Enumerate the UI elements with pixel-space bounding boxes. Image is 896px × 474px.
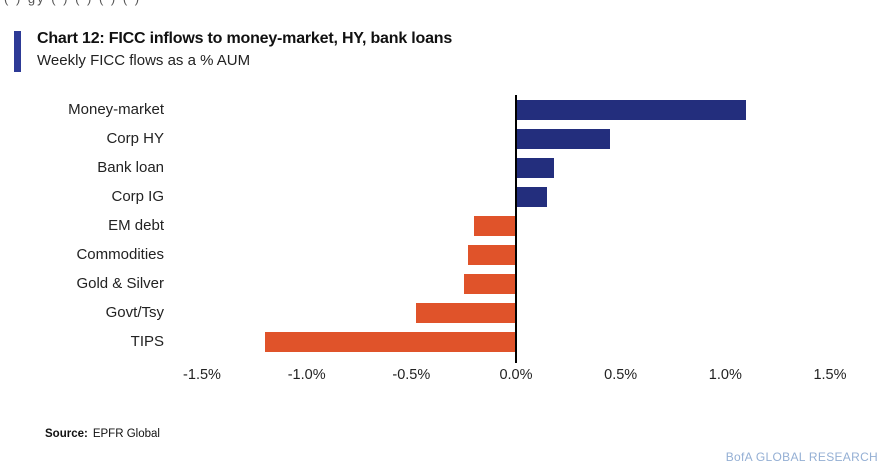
category-label-em-debt: EM debt	[108, 217, 164, 234]
x-tick-label-0-5-: 0.5%	[604, 367, 638, 383]
bar-corp-hy	[516, 128, 611, 149]
category-label-gold-silver: Gold & Silver	[76, 275, 164, 292]
category-label-money-market: Money-market	[68, 101, 164, 118]
source-label: Source:	[45, 428, 88, 440]
source-line: Source: EPFR Global	[45, 428, 160, 440]
bar-money-market	[516, 99, 747, 120]
bofa-branding: BofA GLOBAL RESEARCH	[725, 450, 878, 464]
bar-em-debt	[474, 215, 516, 236]
bar-chart-plot: Money-market Corp HY Bank loan Corp IG EM de…	[0, 95, 896, 395]
x-tick-label--1-5-: -1.5%	[183, 367, 221, 383]
bar-tips	[264, 331, 516, 352]
category-label-commodities: Commodities	[76, 246, 164, 263]
x-tick-label-1-0-: 1.0%	[708, 367, 742, 383]
x-tick-label-0-0-: 0.0%	[499, 367, 533, 383]
category-label-corp-hy: Corp HY	[106, 130, 164, 147]
x-tick-label--0-5-: -0.5%	[392, 367, 431, 383]
bar-gold-silver	[463, 273, 516, 294]
category-label-govt-tsy: Govt/Tsy	[105, 304, 164, 321]
category-label-tips: TIPS	[130, 333, 164, 350]
bar-bank-loan	[516, 157, 554, 178]
title-accent-bar	[14, 31, 21, 72]
bar-govt-tsy	[415, 302, 516, 323]
chart-subtitle: Weekly FICC flows as a % AUM	[37, 52, 251, 69]
cropped-text: ( ) gy ( ) ( ) ( ) ( )	[4, 0, 141, 6]
x-tick-label--1-0-: -1.0%	[287, 367, 326, 383]
bar-corp-ig	[516, 186, 548, 207]
category-label-bank-loan: Bank loan	[97, 159, 164, 176]
cropped-text-top: ( ) gy ( ) ( ) ( ) ( )	[0, 0, 896, 8]
source-value: EPFR Global	[92, 428, 160, 440]
x-tick-label-1-5-: 1.5%	[813, 367, 847, 383]
chart-title: Chart 12: FICC inflows to money-market, …	[37, 30, 453, 47]
bar-commodities	[467, 244, 516, 265]
category-label-corp-ig: Corp IG	[111, 188, 164, 205]
zero-axis-line	[515, 95, 517, 363]
